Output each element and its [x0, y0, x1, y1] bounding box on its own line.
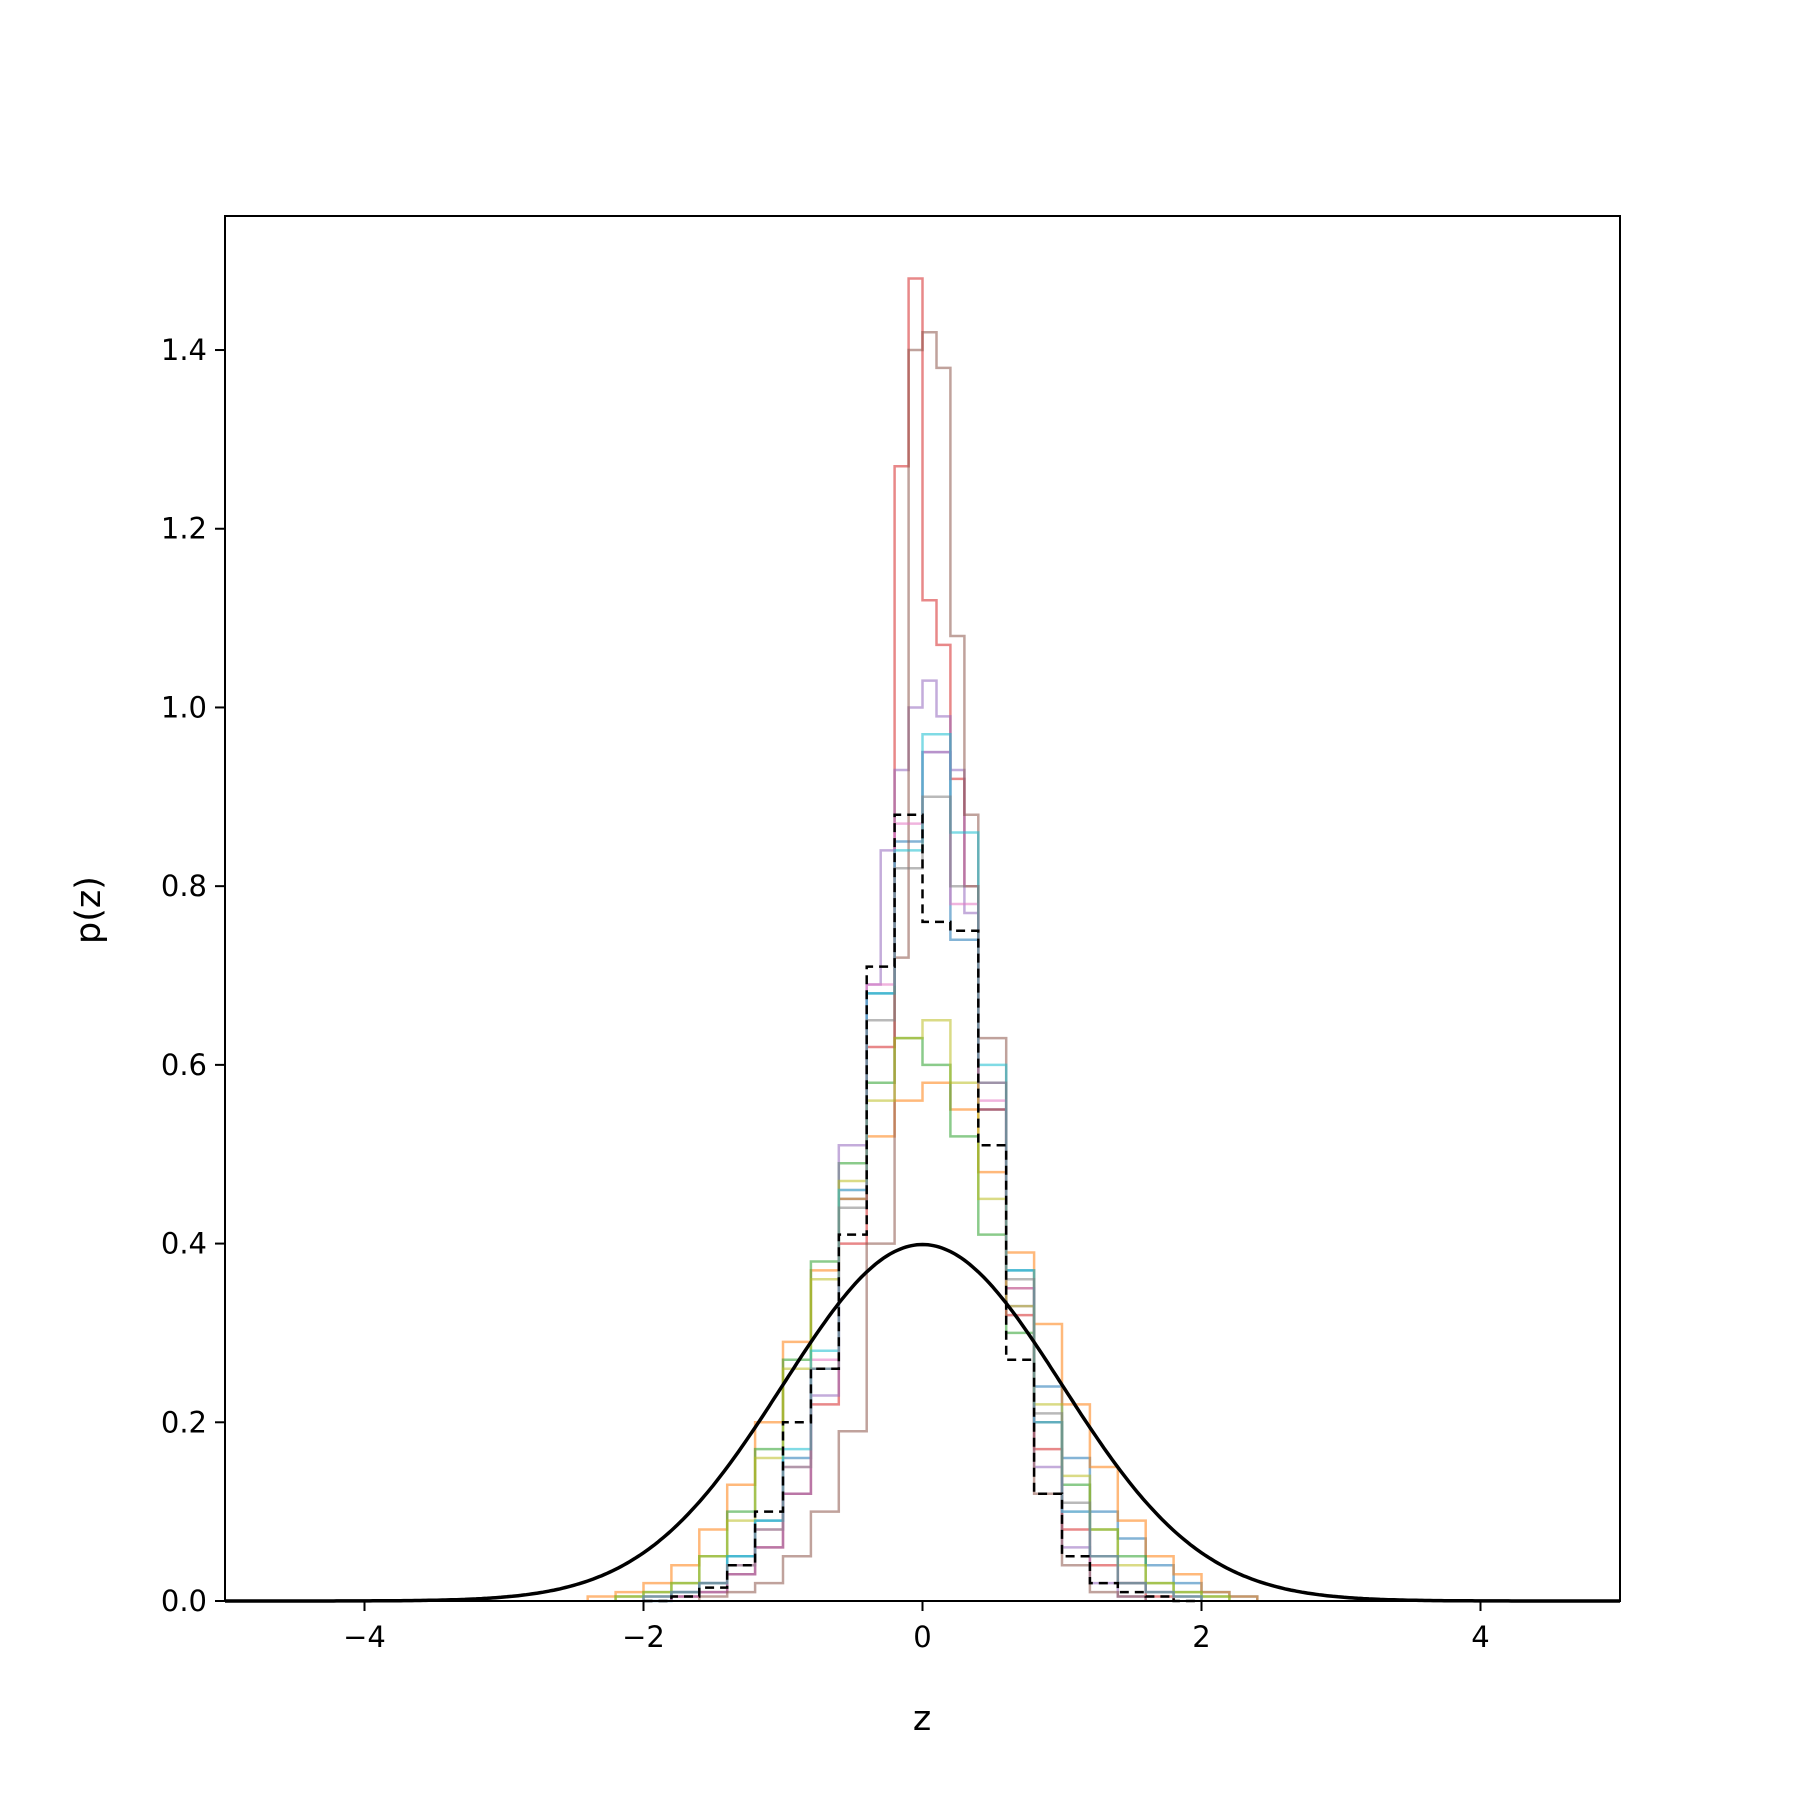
curve-layer	[225, 1242, 1620, 1603]
dashed-histogram-layer	[643, 813, 1202, 1603]
y-axis-ticks: 0.0 0.2 0.4 0.6 0.8 1.0 1.2 1.4	[161, 333, 225, 1618]
histogram-series-6	[698, 330, 1147, 1601]
y-tick-label: 1.0	[161, 690, 207, 724]
y-tick-label: 0.0	[161, 1584, 207, 1618]
x-tick-label: −2	[622, 1620, 665, 1654]
x-tick-label: 0	[913, 1620, 931, 1654]
normal-pdf-curve	[225, 1242, 1620, 1603]
y-tick-label: 0.4	[161, 1227, 207, 1261]
x-axis-ticks: −4 −2 0 2 4	[343, 1601, 1490, 1654]
x-tick-label: 4	[1471, 1620, 1489, 1654]
x-axis-label: z	[913, 1699, 931, 1739]
y-tick-label: 1.4	[161, 333, 207, 367]
histogram-series-5	[670, 679, 1147, 1601]
y-tick-label: 1.2	[161, 512, 207, 546]
y-axis-label: p(z)	[69, 876, 109, 944]
y-tick-label: 0.2	[161, 1405, 207, 1439]
x-tick-label: −4	[343, 1620, 386, 1654]
y-tick-label: 0.8	[161, 869, 207, 903]
histogram-series-8	[614, 1018, 1231, 1601]
histogram-layer	[586, 277, 1259, 1603]
y-tick-label: 0.6	[161, 1048, 207, 1082]
dashed-histogram	[643, 813, 1202, 1603]
x-tick-label: 2	[1192, 1620, 1210, 1654]
